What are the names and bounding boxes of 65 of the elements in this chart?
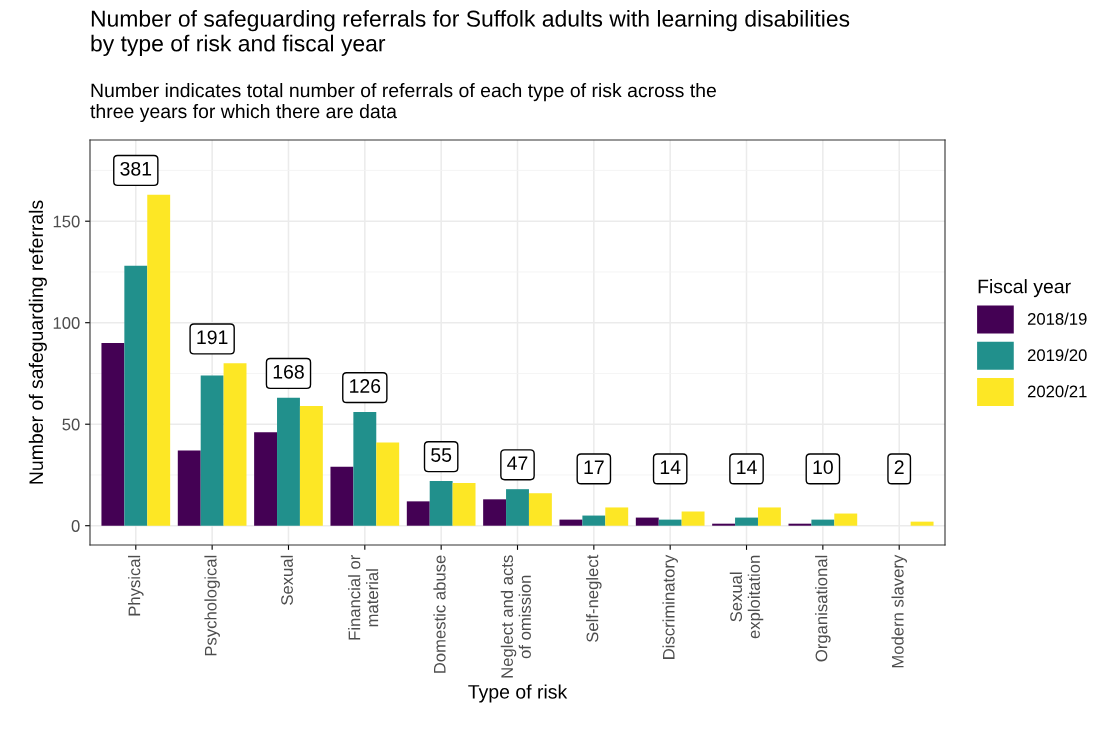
- x-tick-label: Domestic abuse: [433, 555, 446, 673]
- legend-title: Fiscal year: [978, 279, 1071, 298]
- total-label: 14: [660, 460, 681, 474]
- bar: [429, 481, 453, 526]
- total-label: 381: [120, 161, 152, 176]
- bar: [254, 432, 278, 526]
- total-label: 191: [197, 330, 228, 345]
- bar: [735, 517, 758, 526]
- bar: [559, 519, 583, 526]
- chart-subtitle: Number indicates total number of referrals of each type of risk across the three years for which there are data: [90, 83, 716, 123]
- y-tick-label: 150: [53, 215, 80, 228]
- x-tick-label: Self-neglect: [586, 554, 602, 642]
- x-tick-label: Discriminatory: [662, 554, 678, 659]
- total-label: 126: [350, 379, 381, 393]
- y-tick-label: 100: [53, 317, 80, 329]
- x-tick-label: Psychological: [204, 555, 220, 656]
- bar: [223, 363, 247, 526]
- bar: [277, 397, 300, 526]
- bar: [582, 515, 606, 526]
- bar: [330, 466, 354, 526]
- bar: [910, 521, 934, 526]
- total-label: 10: [813, 460, 833, 475]
- x-axis-title: Type of risk: [468, 684, 568, 703]
- bar: [452, 483, 476, 526]
- bar: [299, 405, 323, 526]
- x-tick-label: Neglect and acts of omission: [500, 555, 531, 678]
- x-tick-label: Sexual exploitation: [729, 555, 764, 639]
- bar: [147, 194, 171, 526]
- bar: [177, 450, 201, 526]
- x-tick-label: Organisational: [815, 555, 831, 662]
- x-tick-label: Physical: [128, 555, 144, 616]
- bar: [788, 523, 812, 526]
- legend-label: 2019/20: [1027, 348, 1087, 362]
- bar: [353, 412, 377, 526]
- bar: [635, 517, 659, 526]
- total-label: 17: [584, 460, 604, 474]
- total-label: 2: [894, 460, 904, 474]
- bar: [528, 493, 552, 526]
- bar: [605, 507, 629, 526]
- x-tick-label: Financial or material: [348, 554, 379, 640]
- legend-label: 2018/19: [1027, 312, 1087, 325]
- bar: [101, 343, 125, 526]
- y-tick-label: 50: [62, 418, 80, 431]
- bar: [506, 489, 529, 526]
- bar: [376, 442, 400, 526]
- bar: [712, 523, 736, 526]
- legend-label: 2020/21: [1027, 385, 1087, 398]
- y-axis-title: Number of safeguarding referrals: [28, 200, 47, 484]
- bar: [124, 265, 148, 526]
- chart-title: Number of safeguarding referrals for Suffolk adults with learning disabilities by type of risk and fiscal year: [91, 10, 850, 57]
- total-label: 168: [273, 364, 304, 379]
- x-tick-label: Modern slavery: [891, 554, 907, 668]
- total-label: 14: [737, 460, 757, 474]
- bar: [200, 375, 224, 526]
- y-tick-label: 0: [71, 520, 80, 532]
- bar: [811, 519, 835, 526]
- bar: [681, 511, 705, 526]
- total-label: 55: [431, 448, 452, 462]
- total-label: 47: [507, 456, 528, 470]
- bar: [658, 519, 682, 526]
- bar: [483, 499, 507, 526]
- bar: [406, 501, 430, 526]
- bar: [757, 507, 781, 526]
- x-tick-label: Sexual: [280, 555, 293, 605]
- bar: [834, 513, 858, 526]
